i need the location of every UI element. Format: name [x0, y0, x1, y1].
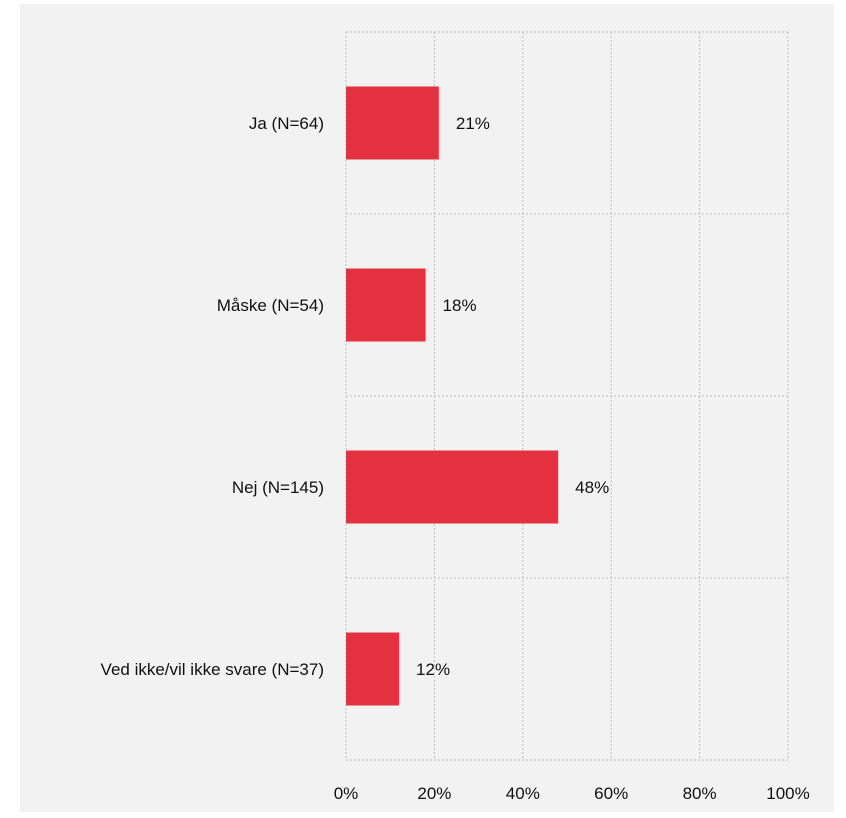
bar: [346, 632, 400, 706]
category-label: Nej (N=145): [232, 478, 324, 497]
chart-panel: Ja (N=64) 21% Måske (N=54) 18% Nej (N=145) 48…: [20, 4, 834, 812]
bar: [346, 86, 439, 160]
x-tick-label: 0%: [334, 784, 359, 803]
x-tick-label: 100%: [766, 784, 809, 803]
x-tick-label: 20%: [417, 784, 451, 803]
data-label: 48%: [575, 478, 609, 497]
x-tick-label: 80%: [683, 784, 717, 803]
data-label: 18%: [443, 296, 477, 315]
bar: [346, 450, 559, 524]
data-label: 12%: [416, 660, 450, 679]
category-label: Ja (N=64): [249, 114, 324, 133]
data-label: 21%: [456, 114, 490, 133]
bar: [346, 268, 426, 342]
bar-chart: Ja (N=64) 21% Måske (N=54) 18% Nej (N=145) 48…: [101, 31, 810, 803]
category-label: Ved ikke/vil ikke svare (N=37): [101, 660, 324, 679]
x-tick-label: 40%: [506, 784, 540, 803]
category-label: Måske (N=54): [217, 296, 324, 315]
x-tick-label: 60%: [594, 784, 628, 803]
